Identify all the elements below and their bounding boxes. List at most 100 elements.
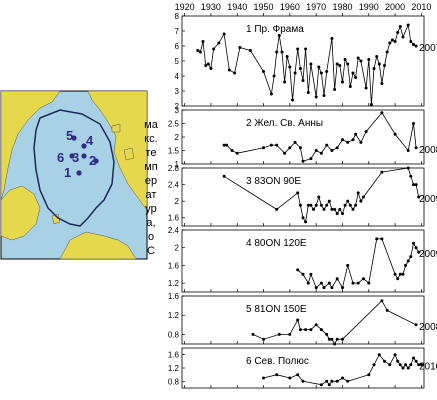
data-point [385, 50, 389, 54]
x-tick-label: 1920 [175, 2, 195, 12]
data-point [346, 379, 350, 383]
data-point [346, 199, 350, 203]
data-point [343, 58, 347, 61]
station-5-label: 5 [66, 128, 73, 143]
map-ice-edge [33, 109, 115, 227]
y-tick-label: 2.4 [168, 226, 180, 235]
data-point [341, 337, 344, 341]
data-point [314, 323, 318, 327]
data-point [314, 149, 318, 152]
data-point [322, 207, 326, 211]
data-point [335, 379, 339, 383]
panel-year-label: 2009 [419, 194, 437, 205]
data-point [306, 91, 310, 94]
x-tick-label: 1940 [227, 2, 247, 12]
data-point [251, 332, 255, 336]
data-point [230, 149, 234, 152]
data-point [204, 64, 208, 67]
data-point [409, 174, 413, 178]
data-point [401, 272, 405, 276]
data-point [319, 71, 323, 75]
data-point [319, 328, 323, 332]
y-tick-label: 1.2 [168, 311, 180, 320]
station-5-marker [71, 135, 77, 141]
data-point [359, 59, 363, 63]
data-point [322, 94, 326, 97]
data-point [309, 203, 313, 207]
x-tick-label: 2000 [385, 2, 405, 12]
data-point [327, 337, 331, 341]
map-land-siberia [87, 90, 148, 211]
station-1-marker [76, 170, 82, 176]
data-point [351, 138, 355, 142]
data-point [367, 58, 371, 61]
data-point [341, 80, 344, 84]
data-point [306, 203, 310, 207]
y-tick-label: 1 [175, 160, 180, 169]
data-point [383, 359, 386, 363]
y-tick-label: 5 [175, 57, 180, 66]
panel-year-label: 2008 [419, 145, 437, 156]
data-point [380, 299, 384, 303]
data-point [341, 212, 344, 216]
data-point [222, 143, 226, 147]
data-point [346, 140, 350, 144]
data-point [206, 62, 210, 66]
y-tick-label: 0.8 [168, 330, 180, 339]
data-point [398, 363, 402, 367]
data-point [335, 337, 339, 341]
data-point [262, 70, 265, 73]
y-tick-label: 2.5 [168, 120, 180, 129]
data-point [406, 166, 410, 170]
map-markers: 1 2 3 4 5 6 [57, 128, 99, 180]
data-point [404, 263, 408, 267]
data-point [335, 146, 339, 150]
data-point [222, 32, 226, 36]
data-point [380, 237, 384, 241]
map-land-north-america [0, 90, 61, 201]
data-point [301, 272, 305, 276]
data-point [293, 140, 297, 144]
data-point [288, 146, 292, 150]
x-tick-label: 1970 [306, 2, 326, 12]
data-point [367, 281, 371, 285]
data-point [325, 379, 329, 383]
y-tick-label: 6 [175, 42, 180, 51]
data-point [393, 272, 397, 276]
data-point [414, 44, 418, 48]
data-point [288, 65, 292, 69]
series-line [197, 23, 417, 105]
station-2-marker [93, 158, 99, 164]
data-point [298, 203, 302, 207]
data-point [351, 281, 355, 285]
data-point [417, 363, 421, 367]
data-point [301, 216, 305, 220]
data-point [375, 55, 379, 58]
data-point [277, 332, 281, 336]
map-land-greenland [0, 185, 41, 241]
data-point [233, 71, 237, 75]
data-point [309, 62, 313, 66]
x-tick-label: 2010 [411, 2, 431, 12]
data-point [269, 92, 273, 96]
data-point [380, 170, 384, 174]
x-tick-label: 1990 [359, 2, 379, 12]
data-point [369, 103, 373, 106]
data-point [390, 38, 394, 42]
data-point [330, 379, 334, 383]
data-point [335, 212, 339, 216]
data-point [212, 47, 216, 51]
series-line [297, 238, 420, 289]
x-tick-label: 1950 [254, 2, 274, 12]
data-point [291, 98, 294, 102]
x-tick-label: 1960 [280, 2, 300, 12]
data-point [409, 363, 413, 367]
data-point [296, 191, 300, 195]
y-axis-label-unit: оС [147, 231, 155, 257]
data-point [248, 49, 252, 52]
data-point [317, 195, 321, 199]
data-point [409, 40, 413, 43]
data-point [335, 62, 339, 66]
station-1-label: 1 [64, 165, 71, 180]
data-point [238, 46, 242, 49]
